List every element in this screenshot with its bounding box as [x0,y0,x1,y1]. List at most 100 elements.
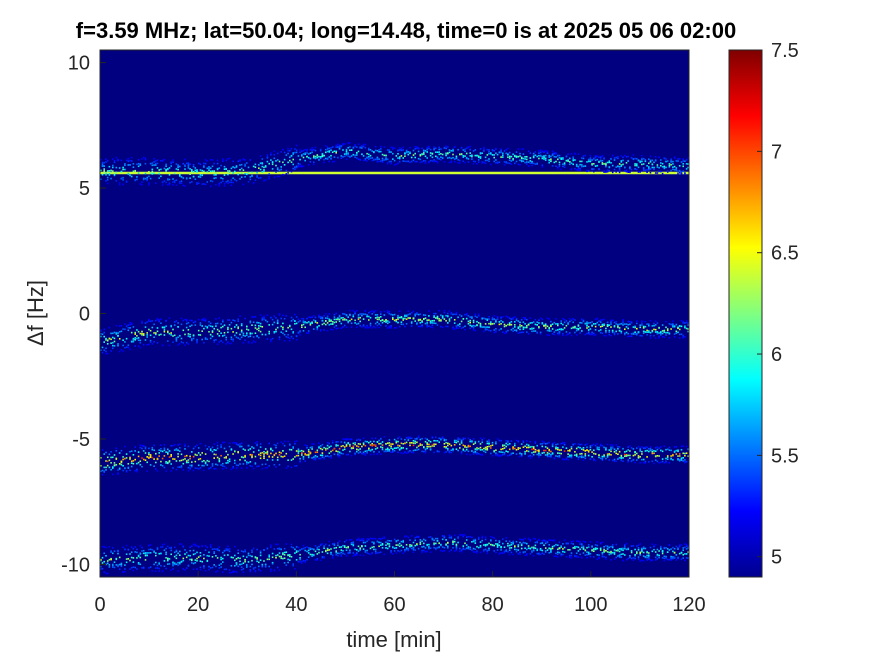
echo-cell [144,339,147,341]
echo-cell [551,150,554,152]
echo-cell [675,446,678,448]
echo-cell [450,535,453,538]
echo-cell [524,318,526,320]
echo-cell [328,313,331,315]
echo-cell [495,319,497,321]
echo-cell [598,168,600,170]
echo-cell [194,543,197,546]
echo-cell [414,549,416,551]
echo-cell [113,550,116,552]
echo-cell [388,439,391,441]
echo-cell [546,447,549,449]
echo-cell [319,559,322,562]
echo-cell [158,452,160,454]
echo-cell [326,329,329,332]
echo-cell [447,448,449,450]
echo-cell [343,313,346,315]
echo-cell [627,449,629,451]
echo-cell [374,322,377,325]
echo-cell [440,549,442,552]
echo-cell [581,157,583,159]
echo-cell [113,331,116,334]
echo-cell [182,184,185,187]
echo-cell [682,337,684,339]
echo-cell [364,326,367,328]
echo-cell [553,151,556,154]
echo-cell [414,442,416,445]
echo-cell [472,443,475,445]
echo-cell [295,149,298,152]
echo-cell [234,459,236,462]
echo-cell [574,159,576,161]
echo-cell [230,327,233,330]
echo-cell [448,151,451,154]
echo-cell [541,452,544,454]
echo-cell [508,159,511,161]
echo-cell [148,171,150,173]
echo-cell [479,157,482,159]
echo-cell [252,165,255,168]
echo-cell [349,539,351,541]
echo-cell [500,156,502,158]
echo-cell [515,319,518,321]
echo-cell [206,326,209,329]
echo-cell [397,157,399,159]
echo-cell [180,337,183,340]
echo-cell [599,443,602,446]
echo-cell [534,163,537,165]
echo-cell [591,321,593,323]
echo-cell [627,323,629,326]
echo-cell [448,534,451,536]
echo-cell [649,159,652,162]
echo-cell [199,467,202,469]
echo-cell [599,329,602,331]
echo-cell [125,325,128,328]
echo-cell [359,443,361,445]
echo-cell [359,547,361,549]
echo-cell [299,450,301,452]
echo-cell [481,535,483,538]
echo-cell [160,322,162,324]
echo-cell [584,322,587,325]
echo-cell [338,456,341,458]
echo-cell [412,154,415,156]
echo-cell [630,335,633,337]
echo-cell [333,318,336,321]
echo-cell [665,457,667,460]
echo-cell [615,171,617,173]
echo-cell [677,458,679,461]
echo-cell [311,446,313,448]
echo-cell [500,451,502,453]
echo-cell [445,451,447,453]
echo-cell [342,319,344,321]
echo-cell [179,460,181,462]
echo-cell [142,549,145,552]
echo-cell [100,158,102,161]
echo-cell [622,324,624,326]
echo-cell [419,322,422,324]
echo-cell [400,148,403,150]
echo-cell [433,542,435,545]
echo-cell [185,320,188,322]
echo-cell [134,339,136,341]
echo-cell [371,541,373,543]
echo-cell [405,548,408,551]
echo-cell [624,323,626,325]
echo-cell [297,550,300,553]
echo-cell [419,444,422,446]
echo-cell [641,453,643,455]
echo-cell [335,551,337,554]
echo-cell [264,563,267,566]
echo-cell [517,155,520,158]
echo-cell [209,159,212,161]
echo-cell [347,552,349,555]
echo-cell [215,172,217,174]
echo-cell [605,162,607,165]
echo-cell [419,318,422,321]
echo-cell [474,149,477,151]
echo-cell [668,449,671,451]
echo-cell [302,165,305,168]
echo-cell [208,555,210,557]
echo-cell [613,448,616,451]
echo-cell [656,164,659,166]
